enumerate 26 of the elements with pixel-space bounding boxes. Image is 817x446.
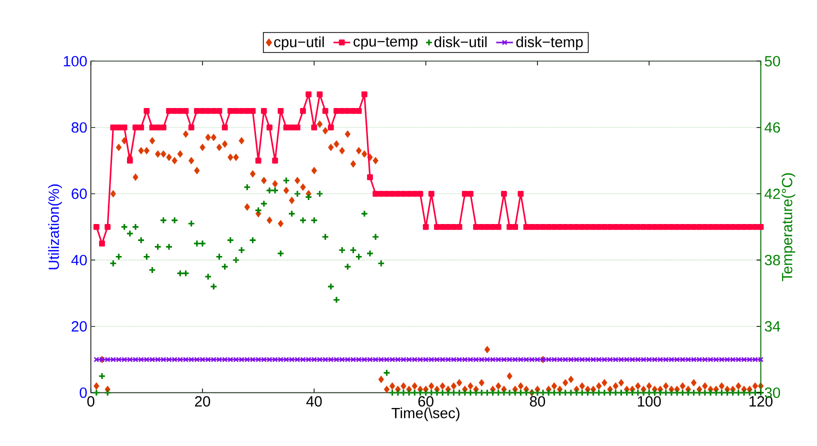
y2-tick-label: 46 [764, 122, 780, 133]
x-tick-label: 20 [195, 396, 210, 407]
x-tick-label: 60 [418, 396, 434, 407]
y-tick-label: 40 [71, 254, 87, 266]
x-axis-title: Time(\sec) [392, 407, 460, 422]
y-tick-label: 60 [72, 188, 87, 199]
legend-label: cpu−util [274, 36, 324, 50]
y2-tick-label: 30 [764, 387, 780, 398]
y2-tick-label: 38 [764, 254, 780, 266]
y2-axis-title: Temperature(°C) [781, 173, 796, 282]
x-tick-label: 120 [750, 396, 772, 407]
x-tick-label: 40 [306, 396, 322, 407]
y-axis-title: Utilization(%) [48, 184, 62, 270]
y2-tick-label: 34 [764, 321, 780, 332]
y-tick-label: 100 [64, 56, 87, 66]
y2-tick-label: 50 [764, 56, 780, 66]
legend-label: cpu−temp [354, 36, 418, 50]
y-tick-label: 80 [72, 122, 87, 133]
y2-tick-label: 42 [764, 188, 780, 199]
legend-label: disk−util [434, 36, 487, 48]
y-tick-label: 20 [72, 321, 87, 332]
y-tick-label: 0 [80, 387, 87, 398]
x-tick-label: 80 [530, 396, 546, 407]
x-tick-label: 0 [87, 396, 94, 407]
legend-label: disk−temp [516, 36, 583, 50]
x-tick-label: 100 [638, 396, 661, 407]
